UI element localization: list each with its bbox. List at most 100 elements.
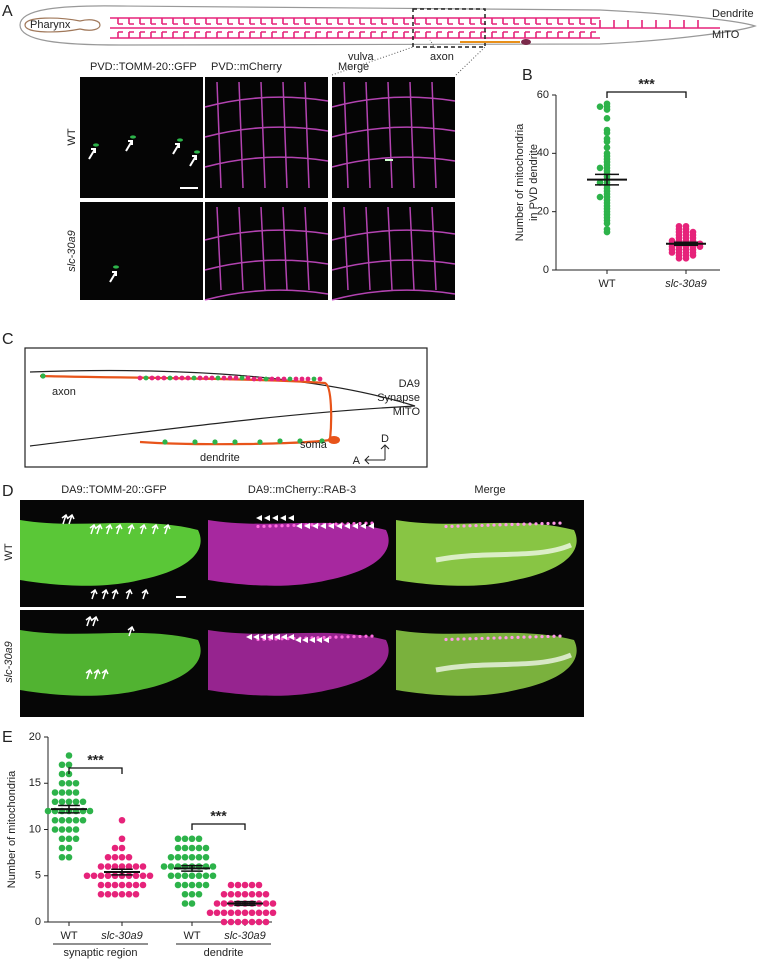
label-pharynx: Pharynx: [30, 19, 71, 31]
error-bar: [181, 864, 203, 872]
data-point: [72, 835, 80, 843]
data-point: [97, 872, 105, 880]
data-point: [234, 909, 242, 917]
label-dendrite: dendrite: [200, 452, 240, 464]
data-point: [188, 853, 196, 861]
data-point: [234, 890, 242, 898]
data-point: [139, 881, 147, 889]
y-tick-label: 0: [543, 264, 549, 276]
data-point: [65, 789, 73, 796]
data-point: [72, 779, 80, 787]
data-point: [227, 918, 235, 926]
data-point: [174, 881, 182, 889]
data-point: [167, 853, 175, 861]
da9-schematic: [24, 347, 428, 468]
data-point: [58, 844, 66, 852]
data-point: [111, 853, 119, 861]
y-axis-title: Number of mitochondria: [6, 770, 18, 888]
data-point: [72, 798, 80, 806]
data-point: [65, 752, 73, 759]
data-point: [58, 789, 66, 796]
data-point: [58, 853, 66, 861]
data-point: [262, 918, 270, 926]
data-point: [195, 844, 203, 852]
data-point: [603, 144, 611, 151]
significance-bracket: [68, 767, 123, 774]
column-title: Merge: [474, 484, 505, 496]
data-point: [65, 816, 73, 824]
data-point: [139, 872, 147, 880]
data-point: [97, 890, 105, 898]
data-point: [596, 193, 604, 201]
data-point: [118, 890, 126, 898]
data-point: [255, 881, 263, 889]
data-point: [188, 844, 196, 852]
error-bar: [595, 173, 619, 186]
x-tick-label: WT: [183, 930, 200, 942]
significance-bracket: [606, 91, 687, 98]
data-point: [174, 872, 182, 880]
data-point: [132, 872, 140, 880]
data-point: [58, 770, 66, 778]
y-tick-label: 40: [537, 147, 549, 159]
data-point: [220, 900, 228, 907]
data-point: [188, 890, 196, 898]
data-point: [248, 909, 256, 917]
x-tick-label: slc-30a9: [224, 930, 266, 942]
legend-mito: MITO: [393, 406, 421, 418]
data-point: [255, 909, 263, 917]
data-point: [696, 243, 704, 250]
data-point: [58, 835, 66, 843]
data-point: [118, 863, 126, 870]
data-point: [86, 807, 94, 815]
data-point: [188, 872, 196, 880]
data-point: [104, 890, 112, 898]
data-point: [132, 863, 140, 870]
data-point: [241, 918, 249, 926]
data-point: [58, 816, 66, 824]
data-point: [195, 835, 203, 843]
data-point: [104, 872, 112, 880]
significance-label: ***: [638, 76, 655, 92]
data-point: [125, 863, 133, 870]
data-point: [51, 816, 59, 824]
data-point: [248, 881, 256, 889]
significance-bracket: [191, 823, 246, 830]
data-point: [262, 890, 270, 898]
data-point: [195, 890, 203, 898]
data-point: [111, 844, 119, 852]
data-point: [227, 909, 235, 917]
y-axis-title: in PVD dendrite: [528, 144, 540, 221]
data-point: [97, 863, 105, 870]
data-point: [174, 835, 182, 843]
data-point: [181, 844, 189, 852]
data-point: [111, 863, 119, 870]
data-point: [65, 835, 73, 843]
data-point: [181, 872, 189, 880]
data-point: [202, 844, 210, 852]
data-point: [65, 826, 73, 833]
data-point: [262, 900, 270, 907]
data-point: [79, 798, 87, 806]
data-point: [248, 890, 256, 898]
error-bar: [234, 900, 256, 907]
panel-label: E: [2, 729, 13, 746]
data-point: [188, 881, 196, 889]
data-point: [202, 872, 210, 880]
label-dorsal: D: [381, 433, 389, 445]
data-point: [603, 138, 611, 145]
data-point: [682, 255, 690, 262]
data-point: [111, 890, 119, 898]
data-point: [58, 761, 66, 769]
data-point: [65, 798, 73, 806]
data-point: [79, 816, 87, 824]
error-bar: [58, 804, 80, 814]
data-point: [111, 881, 119, 889]
data-point: [255, 890, 263, 898]
data-point: [125, 872, 133, 880]
x-tick-label: slc-30a9: [101, 930, 143, 942]
data-point: [132, 890, 140, 898]
column-title: PVD::TOMM-20::GFP: [90, 61, 197, 73]
x-tick-label: WT: [60, 930, 77, 942]
data-point: [269, 909, 277, 917]
